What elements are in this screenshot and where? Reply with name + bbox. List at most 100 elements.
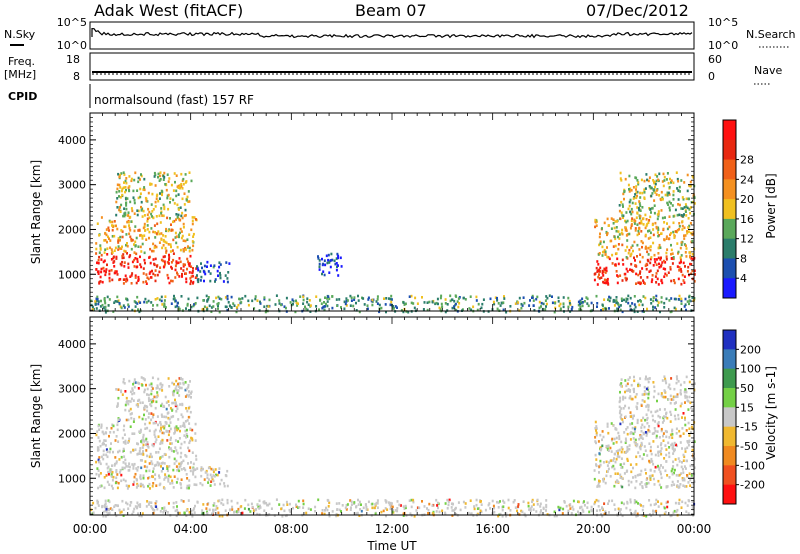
data-cell [108,276,111,280]
data-cell [178,394,181,397]
data-cell [174,398,176,402]
data-cell [619,422,622,426]
data-cell [139,459,142,462]
data-cell [140,205,142,209]
data-cell [131,209,134,213]
data-cell [654,429,657,433]
data-cell [104,509,107,513]
data-cell [178,437,181,440]
data-cell [146,224,149,227]
data-cell [676,187,679,190]
nave-tick-top: 60 [708,53,722,66]
data-cell [182,421,185,425]
data-cell [475,503,478,507]
data-cell [113,464,116,467]
data-cell [665,381,668,385]
data-cell [682,453,685,457]
data-cell [150,227,153,230]
data-cell [631,269,634,272]
data-cell [626,449,629,453]
data-cell [159,178,162,181]
data-cell [666,227,669,231]
data-cell [387,297,390,300]
data-cell [665,435,668,439]
data-cell [684,401,686,404]
data-cell [615,441,618,444]
data-cell [105,474,108,477]
data-cell [423,301,426,304]
nsky-trace [91,27,693,39]
data-cell [615,301,618,305]
data-cell [640,419,643,422]
data-cell [130,237,133,241]
colorbar-tick-label: 20 [740,193,754,206]
data-cell [652,395,655,399]
data-cell [646,276,649,279]
data-cell [496,500,498,504]
data-cell [119,511,122,514]
data-cell [134,505,137,508]
y-tick-label: 4000 [58,134,86,147]
data-cell [619,304,622,307]
data-cell [167,416,170,420]
data-cell [162,214,165,218]
data-cell [384,303,387,306]
data-cell [147,476,150,480]
data-cell [129,215,132,219]
data-cell [247,303,250,307]
data-cell [635,393,638,396]
data-cell [676,213,679,217]
data-cell [684,388,687,391]
data-cell [385,500,388,503]
data-cell [392,307,395,310]
data-cell [209,484,212,487]
data-cell [633,308,636,311]
data-cell [563,500,566,503]
data-cell [624,437,627,441]
data-cell [188,422,191,425]
y-tick-label: 1000 [58,268,86,281]
data-cell [619,177,622,180]
data-cell [158,179,161,182]
data-cell [645,173,648,176]
data-cell [604,271,607,274]
data-cell [168,447,171,451]
data-cell [682,484,685,487]
data-cell [627,251,630,255]
data-cell [496,299,499,302]
data-cell [376,298,379,301]
data-cell [434,302,437,306]
data-cell [583,504,586,507]
data-cell [625,439,628,443]
data-cell [645,418,648,421]
data-cell [273,514,276,517]
data-cell [133,462,136,466]
data-cell [343,307,346,311]
data-cell [117,481,120,485]
data-cell [155,265,158,268]
data-cell [143,440,146,443]
data-cell [179,464,182,468]
data-cell [92,501,95,505]
data-cell [175,459,178,463]
data-cell [136,209,139,212]
data-cell [171,479,174,483]
data-cell [127,465,130,468]
data-cell [188,449,191,453]
data-cell [168,253,170,257]
data-cell [675,230,677,233]
data-cell [285,296,288,300]
data-cell [636,206,639,209]
data-cell [117,388,120,391]
data-cell [632,432,635,436]
data-cell [637,502,639,505]
data-cell [237,507,240,511]
colorbar-swatch [723,484,736,505]
data-cell [678,261,681,265]
data-cell [236,501,239,505]
data-cell [598,485,601,488]
data-cell [620,407,623,410]
data-cell [616,479,619,482]
data-cell [143,404,146,408]
data-cell [182,269,185,272]
